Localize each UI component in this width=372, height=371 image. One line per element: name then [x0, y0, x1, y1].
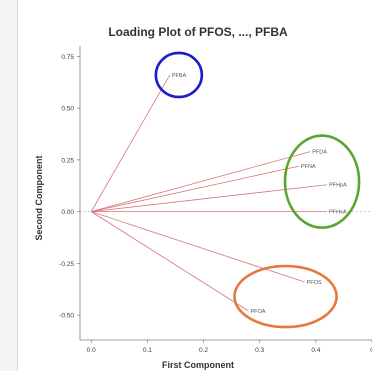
highlight-ellipse: [233, 264, 338, 329]
x-tick-label: 0.1: [143, 347, 152, 354]
y-axis-label: Second Component: [34, 155, 44, 240]
loading-vector: [91, 151, 311, 213]
x-tick-label: 0.4: [311, 347, 320, 354]
y-tick-label: -0.50: [59, 313, 74, 320]
y-tick-label: -0.25: [59, 261, 74, 268]
point-label: PFHxA: [329, 210, 347, 216]
loading-vector: [91, 184, 328, 213]
loading-vector: [91, 211, 249, 312]
plot-area: 0.75 0.50 0.25 0.00 -0.25 -0.50 0.0 0.1 0.2 0.3 0.…: [59, 46, 372, 354]
y-tick-label: 0.00: [61, 209, 74, 216]
chart-panel: Loading Plot of PFOS, ..., PFBA First Co…: [18, 0, 372, 371]
x-tick-label: 0.2: [199, 347, 208, 354]
y-tick-label: 0.25: [61, 157, 74, 164]
y-tick-label: 0.75: [61, 54, 74, 61]
chart-title: Loading Plot of PFOS, ..., PFBA: [108, 25, 288, 39]
point-label: PFOA: [250, 309, 265, 315]
x-axis-label: First Component: [162, 360, 234, 370]
point-label: PFNA: [301, 164, 316, 170]
left-panel-strip: [0, 0, 18, 371]
loading-vector: [91, 211, 305, 283]
point-label: PFOS: [307, 280, 322, 286]
loading-plot: Loading Plot of PFOS, ..., PFBA First Co…: [34, 25, 372, 370]
point-label: PFBA: [172, 73, 187, 79]
x-tick-label: 0.0: [87, 347, 96, 354]
x-tick-label: 0.3: [255, 347, 264, 354]
highlight-ellipse: [283, 134, 361, 229]
loading-vector: [91, 165, 300, 213]
y-tick-label: 0.50: [61, 106, 74, 113]
point-label: PFHpA: [329, 183, 347, 189]
x-tick-label: 0: [370, 347, 372, 354]
highlight-ellipse: [154, 51, 204, 99]
loading-vector: [90, 74, 171, 212]
point-label: PFDA: [312, 150, 327, 156]
